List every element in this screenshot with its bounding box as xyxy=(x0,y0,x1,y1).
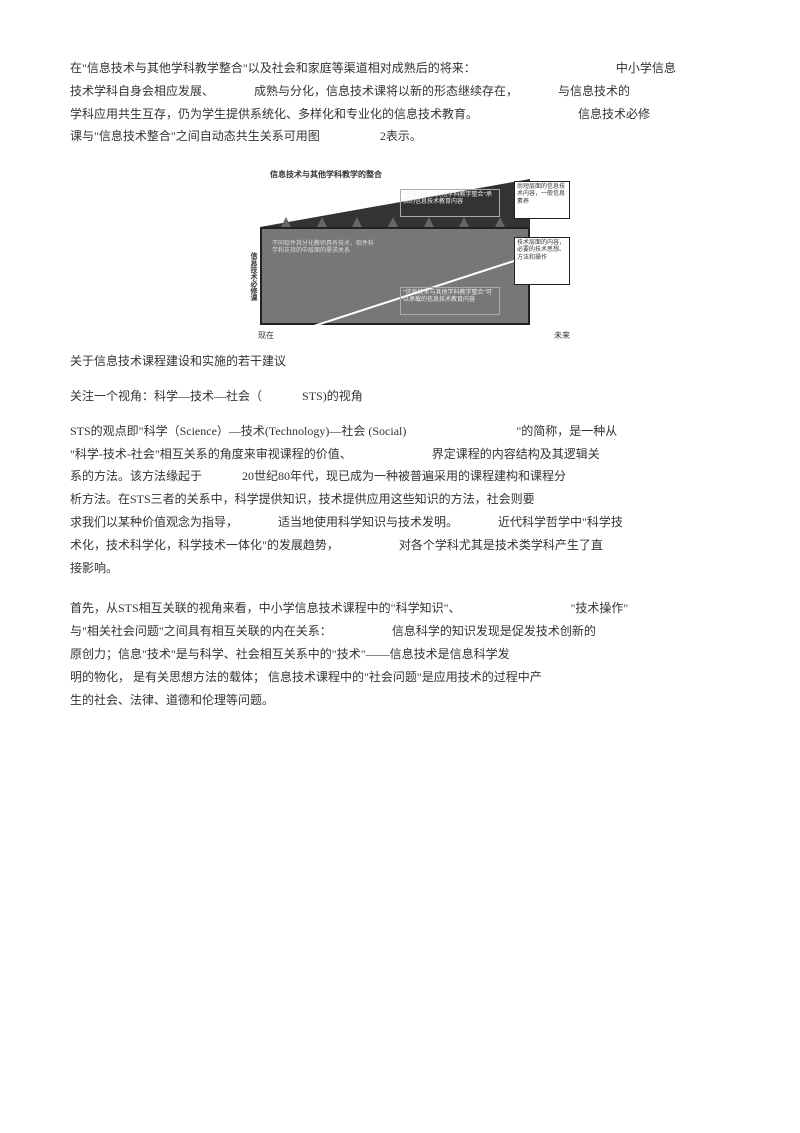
text: 与信息技术的 xyxy=(558,84,630,98)
text: 生的社会、法律、道德和伦理等问题。 xyxy=(70,693,274,707)
text: 接影响。 xyxy=(70,561,118,575)
text: 界定课程的内容结构及其逻辑关 xyxy=(432,447,600,461)
paragraph-3: 关注一个视角：科学—技术—社会（ STS)的视角 xyxy=(70,388,730,405)
text: 技术学科自身会相应发展、 xyxy=(70,84,214,98)
text: 信息技术必修 xyxy=(578,107,650,121)
paragraph-2: 关于信息技术课程建设和实施的若干建议 xyxy=(70,353,730,370)
text: 中小学信息 xyxy=(616,61,676,75)
text: 学科应用共生互存，仍为学生提供系统化、多样化和专业化的信息技术教育。 xyxy=(70,107,478,121)
text: 在"信息技术与其他学科教学整合"以及社会和家庭等渠道相对成熟后的将来： xyxy=(70,61,476,75)
text: 成熟与分化，信息技术课将以新的形态继续存在， xyxy=(254,84,518,98)
paragraph-4: STS的观点即"科学（Science）—技术(Technology)—社会 (S… xyxy=(70,423,730,583)
x-axis-right: 未来 xyxy=(554,330,570,341)
paragraph-5: 首先，从STS相互关联的视角来看，中小学信息技术课程中的"科学知识"、 "技术操作… xyxy=(70,600,730,714)
arrow-icon xyxy=(459,217,469,227)
text: 2表示。 xyxy=(380,129,422,143)
arrow-icon xyxy=(388,217,398,227)
inner-label-1: "信息技术与其他学科教学整合"承担的信息技术教育内容 xyxy=(400,189,500,217)
text: 20世纪80年代，现已成为一种被普遍采用的课程建构和课程分 xyxy=(242,469,566,483)
text: 近代科学哲学中"科学技 xyxy=(498,515,623,529)
text: STS)的视角 xyxy=(302,388,363,405)
text: 关注一个视角：科学—技术—社会（ xyxy=(70,388,262,405)
x-axis-left: 现在 xyxy=(258,330,274,341)
text: "的简称，是一种从 xyxy=(516,424,617,438)
text: 原创力；信息"技术"是与科学、社会相互关系中的"技术"——信息技术是信息科学发 xyxy=(70,647,510,661)
text: "技术操作" xyxy=(570,601,628,615)
text: 课与"信息技术整合"之间自动态共生关系可用图 xyxy=(70,129,320,143)
text: 信息科学的知识发现是促发技术创新的 xyxy=(392,624,596,638)
y-axis-label: 信息技术必修课 xyxy=(246,227,258,325)
right-box-2: 技术层面的内容，必要的技术思想、方法和操作 xyxy=(514,237,570,285)
right-box-1: 尚短层面的信息技术内容，一般信息素养 xyxy=(514,181,570,219)
text: 系的方法。该方法缘起于 xyxy=(70,469,202,483)
inner-label-2: "信息技术与其他学科教学整合"可以承载的信息技术教育内容 xyxy=(400,287,500,315)
arrow-icon xyxy=(317,217,327,227)
text: "科学-技术-社会"相互关系的角度来审视课程的价值、 xyxy=(70,447,352,461)
text: 首先，从STS相互关联的视角来看，中小学信息技术课程中的"科学知识"、 xyxy=(70,601,460,615)
text: 析方法。在STS三者的关系中，科学提供知识，技术提供应用这些知识的方法，社会则要 xyxy=(70,492,535,506)
arrow-icon xyxy=(352,217,362,227)
arrow-icon xyxy=(424,217,434,227)
text: 求我们以某种价值观念为指导， xyxy=(70,515,238,529)
text: 适当地使用科学知识与技术发明。 xyxy=(278,515,458,529)
arrow-icon xyxy=(281,217,291,227)
figure-2-diagram: 信息技术与其他学科教学的整合 "信息技术与其他学科教学整合"承担的信息技术教育内… xyxy=(70,169,730,349)
paragraph-1: 在"信息技术与其他学科教学整合"以及社会和家庭等渠道相对成熟后的将来： 中小学信息… xyxy=(70,60,730,151)
inner-label-3: 不同软件其分化教师具有技术，软件科学和支持的中层面的需求关系 xyxy=(270,239,380,267)
text: STS的观点即"科学（Science）—技术(Technology)—社会 (S… xyxy=(70,424,406,438)
arrow-icon xyxy=(495,217,505,227)
text: 术化，技术科学化，科学技术一体化"的发展趋势， xyxy=(70,538,339,552)
text: 对各个学科尤其是技术类学科产生了直 xyxy=(399,538,603,552)
text: 明的物化， 是有关思想方法的载体； 信息技术课程中的"社会问题"是应用技术的过程… xyxy=(70,670,542,684)
text: 与"相关社会问题"之间具有相互关联的内在关系： xyxy=(70,624,332,638)
text: 关于信息技术课程建设和实施的若干建议 xyxy=(70,353,286,370)
